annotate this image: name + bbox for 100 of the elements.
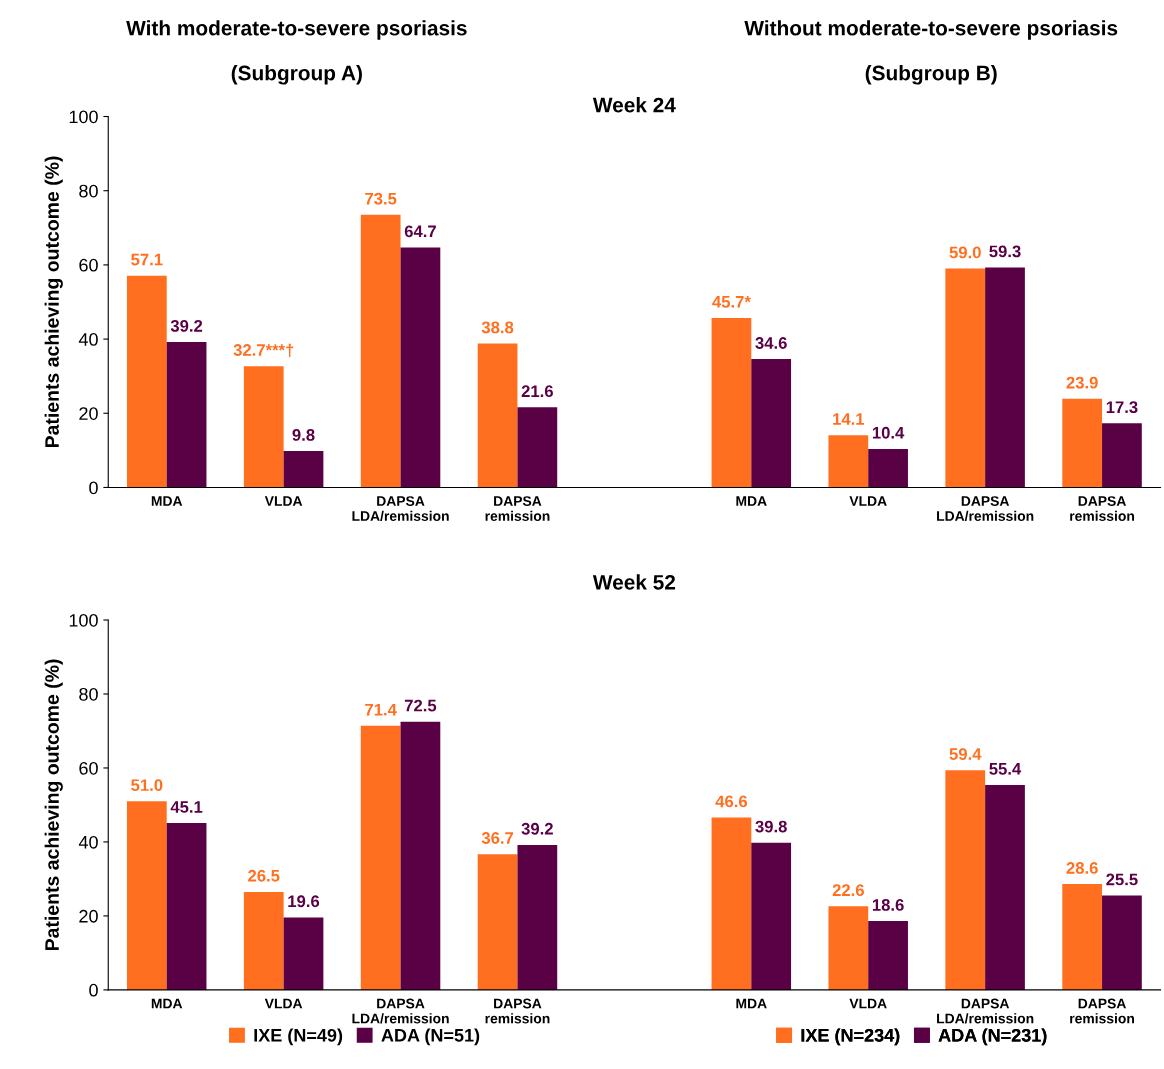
bar (985, 267, 1025, 488)
bar (126, 801, 167, 990)
bar (166, 823, 207, 990)
x-tick-label: VLDA (264, 496, 303, 506)
text: (Subgroup B) (865, 65, 997, 85)
data-label: 19.6 (288, 895, 320, 908)
bar (517, 844, 558, 990)
x-tick-label: DAPSA remission (485, 496, 550, 521)
x-tick-label: VLDA (849, 496, 887, 506)
y-tick-label: 60 (79, 761, 98, 775)
bar (711, 817, 752, 990)
bar (945, 770, 986, 990)
bar (283, 451, 324, 488)
data-label: 45.1 (170, 801, 203, 813)
data-label: 21.6 (521, 385, 553, 398)
data-label: 45.7* (712, 296, 751, 308)
data-label: 51.0 (131, 779, 163, 792)
bar (517, 407, 558, 488)
data-label: 39.8 (755, 820, 787, 833)
bar (1102, 895, 1142, 990)
bar (400, 247, 441, 488)
data-label: 39.2 (170, 320, 203, 332)
bar (400, 721, 441, 990)
x-tick-label: DAPSA LDA/remission (937, 998, 1034, 1024)
x-tick-label: MDA (151, 496, 183, 506)
y-axis-title: Patients achieving outcome (%) (44, 156, 63, 448)
data-label: 71.4 (365, 703, 397, 716)
x-tick-label: DAPSA remission (1070, 998, 1134, 1024)
bar (360, 725, 401, 990)
x-tick-label: MDA (736, 998, 767, 1009)
x-tick-label: DAPSA LDA/remission (937, 496, 1034, 522)
data-label: 38.8 (481, 321, 514, 334)
bar (828, 906, 869, 990)
x-tick-label: DAPSA LDA/remission (352, 998, 449, 1024)
data-label: 72.5 (404, 699, 437, 712)
bar (868, 448, 908, 488)
bar (126, 275, 167, 488)
bar (1062, 884, 1103, 990)
data-label: 64.7 (404, 225, 436, 238)
data-label: 36.7 (481, 832, 514, 844)
x-tick-label: VLDA (264, 998, 303, 1009)
bar (1062, 398, 1103, 488)
y-tick-label: 20 (79, 407, 98, 420)
text: (Subgroup A) (231, 65, 362, 85)
y-tick-label: 40 (78, 333, 98, 346)
bar (751, 842, 792, 990)
data-label: 26.5 (248, 869, 280, 882)
y-tick-label: 0 (89, 481, 98, 495)
bar (751, 359, 792, 488)
data-label: 59.0 (949, 246, 981, 259)
y-tick-label: 0 (89, 983, 98, 997)
bar (477, 343, 518, 488)
y-tick-label: 20 (79, 909, 98, 923)
legend-label: ADA (N=231) (938, 1028, 1047, 1046)
bar (477, 854, 518, 990)
x-tick-label: MDA (151, 998, 183, 1009)
data-label: 28.6 (1066, 862, 1098, 874)
data-label: 39.2 (521, 822, 553, 835)
bar (711, 317, 752, 488)
bar (985, 784, 1025, 990)
data-label: 9.8 (292, 429, 315, 441)
chart-title: Week 52 (592, 574, 676, 590)
x-tick-label: VLDA (849, 998, 887, 1009)
data-label: 59.3 (989, 245, 1021, 258)
legend-label: ADA (N=51) (381, 1028, 480, 1046)
data-label: 46.6 (715, 795, 748, 808)
legend-label: IXE (N=49) (254, 1028, 343, 1046)
chart-title: Week 24 (592, 97, 676, 113)
y-tick-label: 40 (78, 835, 98, 849)
data-label: 14.1 (833, 413, 865, 425)
data-label: 23.9 (1066, 376, 1098, 389)
y-axis-title: Patients achieving outcome (%) (44, 659, 63, 951)
x-tick-label: DAPSA remission (485, 998, 550, 1024)
data-label: 73.5 (365, 192, 397, 205)
x-tick-label: MDA (736, 496, 767, 506)
bar (828, 435, 869, 488)
x-tick-label: DAPSA remission (1070, 496, 1134, 521)
data-label: 59.4 (949, 748, 982, 760)
bar (243, 891, 284, 990)
bar (868, 921, 908, 990)
data-label: 18.6 (872, 899, 904, 911)
y-tick-label: 80 (79, 184, 98, 198)
data-label: 55.4 (989, 763, 1022, 775)
data-label: 17.3 (1106, 401, 1138, 414)
bar (166, 342, 207, 488)
y-tick-label: 100 (69, 110, 98, 124)
data-label: 22.6 (832, 884, 864, 897)
y-tick-label: 80 (79, 687, 98, 701)
text: Without moderate-to-severe psoriasis (744, 20, 1118, 40)
y-tick-label: 60 (79, 258, 98, 272)
y-tick-label: 100 (69, 613, 98, 627)
bar (360, 214, 401, 488)
bar (243, 366, 284, 488)
text: With moderate-to-severe psoriasis (126, 20, 467, 40)
data-label: 25.5 (1106, 873, 1138, 886)
legend-label: IXE (N=234) (801, 1028, 900, 1046)
x-tick-label: DAPSA LDA/remission (352, 496, 449, 522)
data-label: 32.7***† (233, 343, 294, 357)
data-label: 34.6 (755, 337, 787, 349)
data-label: 57.1 (131, 253, 163, 266)
